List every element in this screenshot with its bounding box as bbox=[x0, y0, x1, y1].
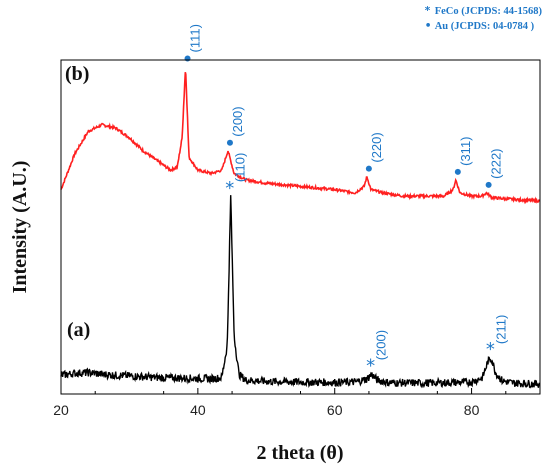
legend-symbol-dot: • bbox=[424, 20, 432, 32]
legend-label-au: Au (JCPDS: 04-0784 ) bbox=[434, 21, 535, 32]
peak-marker-au bbox=[365, 165, 372, 172]
y-axis-label: Intensity (A.U.) bbox=[9, 161, 31, 294]
peak-marker-feco: * bbox=[486, 339, 495, 360]
peak-marker-au bbox=[485, 181, 492, 188]
peak-marker-feco: * bbox=[225, 178, 234, 199]
peak-label: (311) bbox=[458, 136, 473, 165]
peak-label: (110) bbox=[233, 153, 248, 182]
plot-layer: (111)(200)(220) (311) (222)*(110)*(200) *(2… bbox=[60, 24, 541, 389]
peak-marker-feco: * bbox=[366, 355, 375, 376]
legend-label-feco: FeCo (JCPDS: 44-1568) bbox=[434, 6, 542, 17]
legend-item-feco: * FeCo (JCPDS: 44-1568) bbox=[425, 4, 542, 19]
peak-marker-au bbox=[454, 168, 461, 175]
legend-item-au: • Au (JCPDS: 04-0784 ) bbox=[425, 19, 542, 34]
peak-marker-au bbox=[226, 139, 233, 146]
series-line-b bbox=[60, 72, 541, 205]
x-ticks: 20 40 60 80 bbox=[53, 388, 507, 418]
peak-label: (220) bbox=[369, 132, 384, 162]
plot-frame bbox=[60, 59, 541, 395]
panel-label-b: (b) bbox=[65, 63, 89, 85]
series-line-a bbox=[60, 195, 541, 389]
x-tick-label: 80 bbox=[464, 402, 480, 418]
panel-label-a: (a) bbox=[67, 319, 90, 341]
legend-symbol-star: * bbox=[424, 5, 431, 17]
peak-label: (111) bbox=[188, 24, 203, 52]
x-tick-label: 40 bbox=[190, 402, 206, 418]
legend: * FeCo (JCPDS: 44-1568) • Au (JCPDS: 04-07… bbox=[425, 4, 542, 34]
peak-label: (200) bbox=[374, 330, 389, 360]
x-axis-label: 2 theta (θ) bbox=[256, 442, 343, 464]
peak-label: (211) bbox=[493, 315, 508, 344]
peak-label: (222) bbox=[489, 148, 504, 178]
peak-label: (200) bbox=[230, 106, 245, 136]
x-tick-label: 20 bbox=[53, 402, 69, 418]
peak-marker-au bbox=[184, 55, 191, 62]
x-tick-label: 60 bbox=[327, 402, 343, 418]
